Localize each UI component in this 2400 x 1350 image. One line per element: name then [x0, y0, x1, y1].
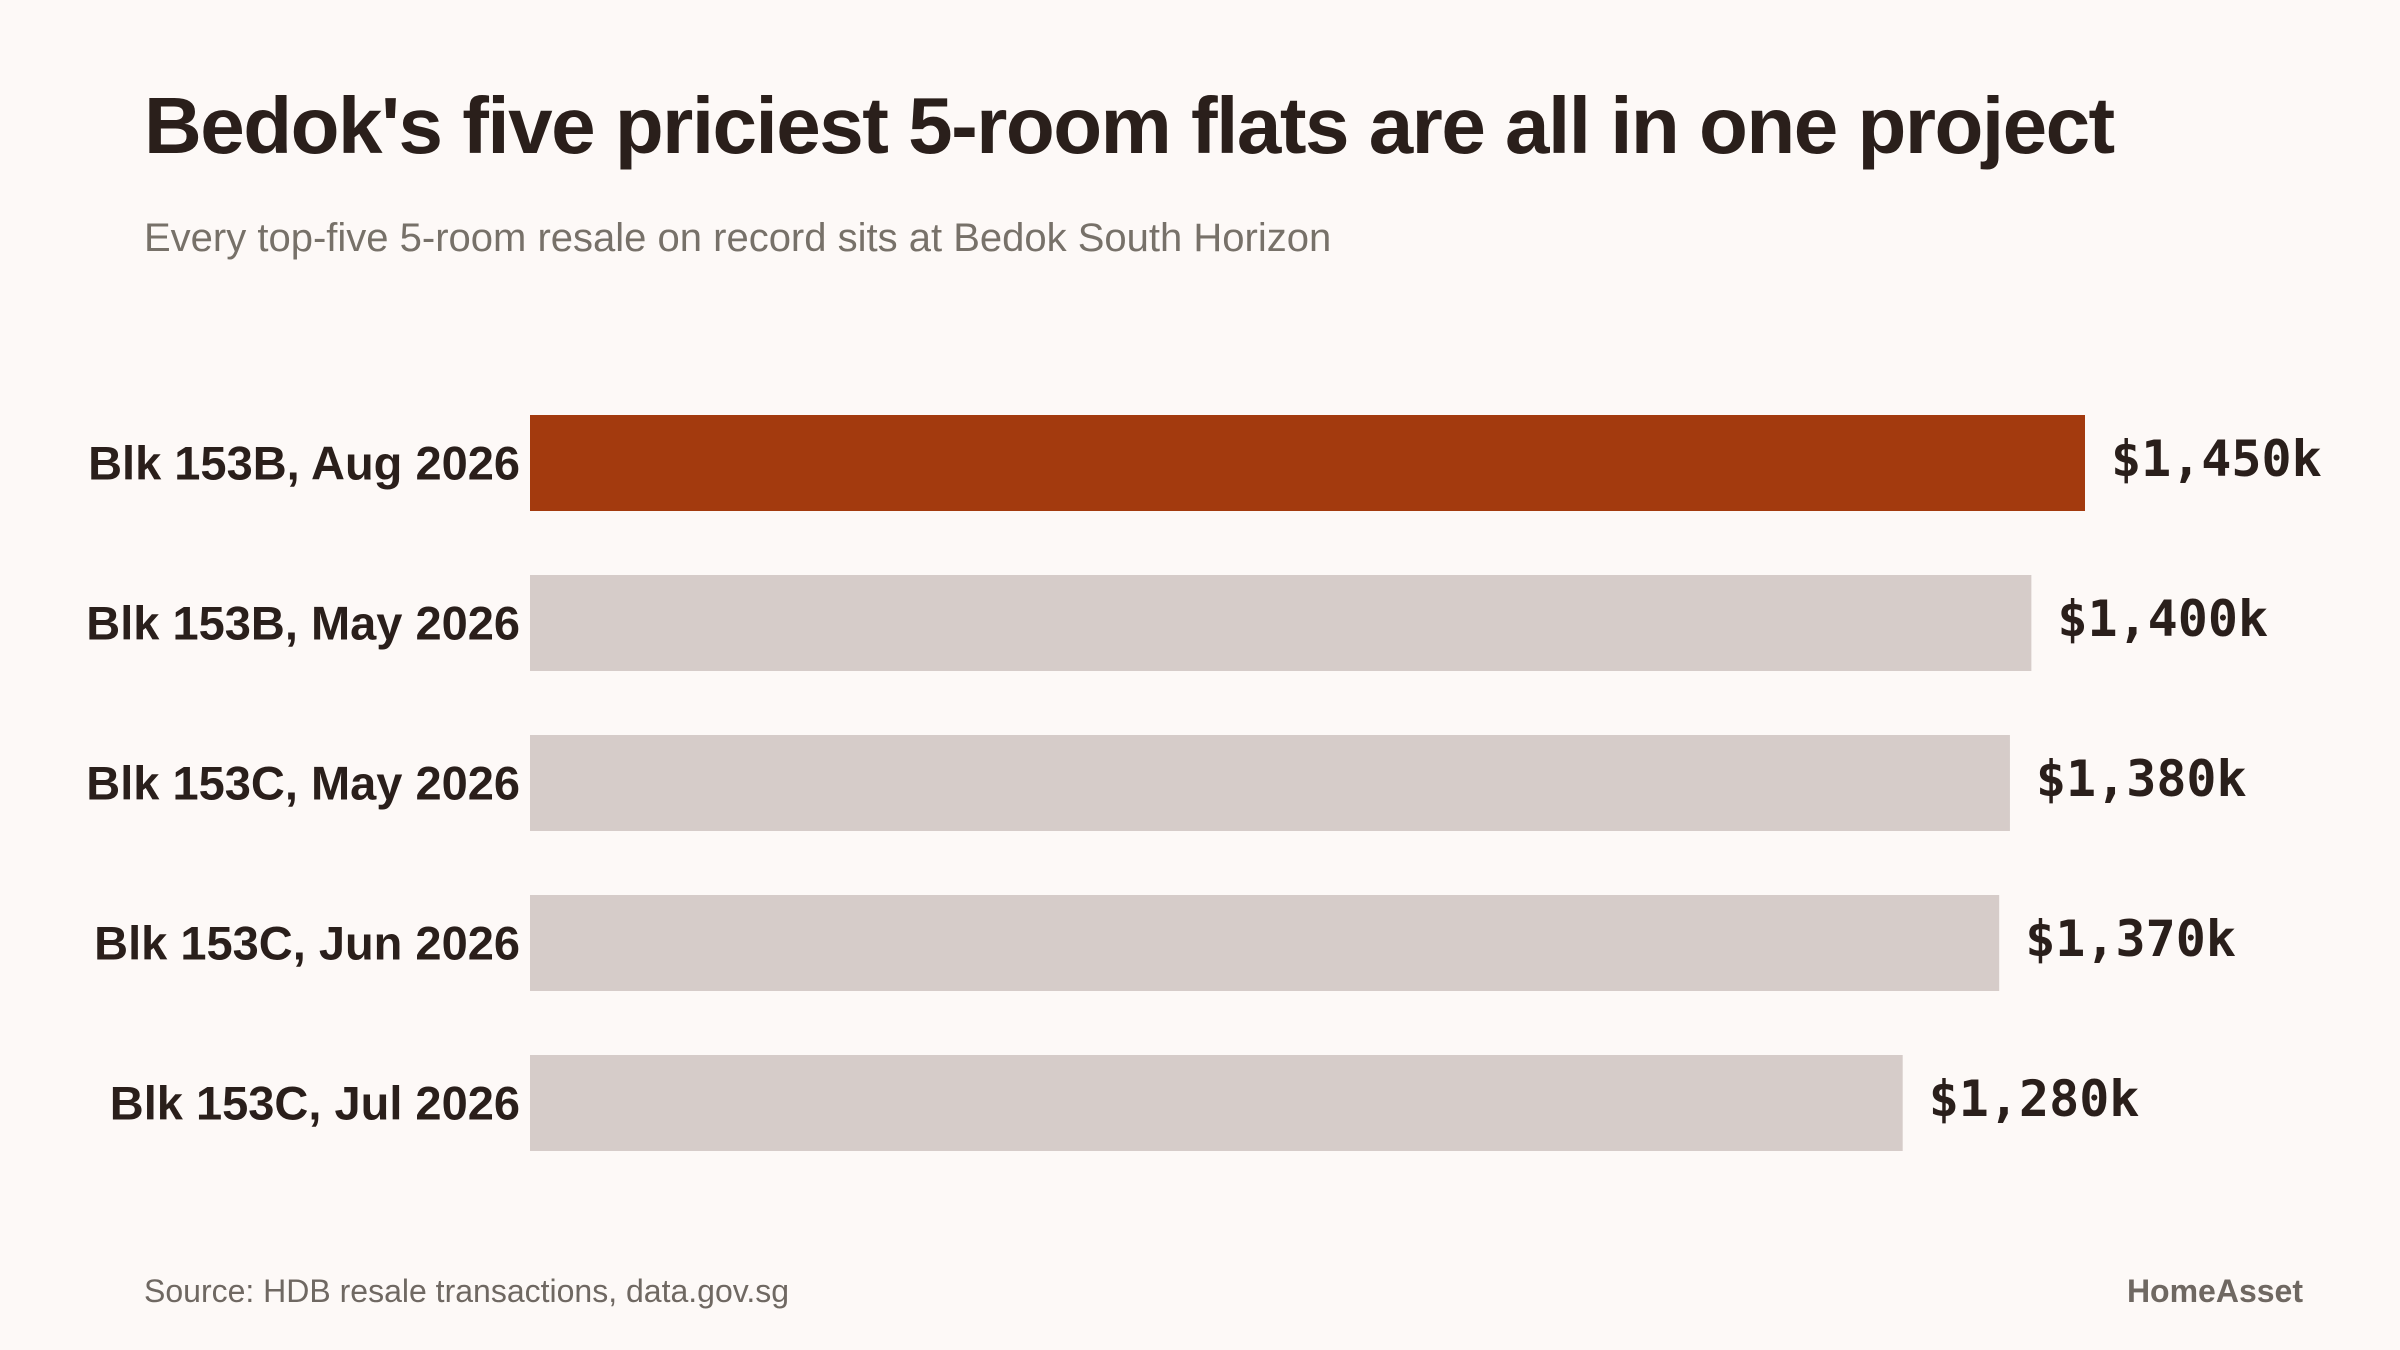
value-label: $1,450k [2111, 430, 2322, 488]
category-label: Blk 153B, Aug 2026 [88, 437, 520, 490]
bar [530, 575, 2032, 671]
category-label: Blk 153C, May 2026 [86, 757, 520, 810]
value-label: $1,280k [1929, 1070, 2140, 1128]
bar-group: Blk 153B, Aug 2026 $1,450k [88, 415, 2322, 511]
chart-subtitle: Every top-five 5-room resale on record s… [144, 216, 1332, 260]
category-label: Blk 153C, Jun 2026 [94, 917, 520, 970]
source-note: Source: HDB resale transactions, data.go… [144, 1273, 790, 1309]
bar-group: Blk 153C, May 2026 $1,380k [86, 735, 2247, 831]
chart-title: Bedok's five priciest 5-room flats are a… [144, 81, 2115, 170]
category-label: Blk 153B, May 2026 [86, 597, 520, 650]
category-label: Blk 153C, Jul 2026 [110, 1077, 520, 1130]
bar-group: Blk 153C, Jun 2026 $1,370k [94, 895, 2236, 991]
bar-group: Blk 153C, Jul 2026 $1,280k [110, 1055, 2140, 1151]
bar-group: Blk 153B, May 2026 $1,400k [86, 575, 2268, 671]
bar-chart: Blk 153B, Aug 2026 $1,450k Blk 153B, May 2… [86, 415, 2322, 1151]
value-label: $1,380k [2036, 750, 2247, 808]
value-label: $1,400k [2057, 590, 2268, 648]
bar [530, 735, 2010, 831]
brand-logo: HomeAsset [2126, 1273, 2303, 1309]
bar-highlight [530, 415, 2085, 511]
bar [530, 1055, 1903, 1151]
bar [530, 895, 2000, 991]
value-label: $1,370k [2025, 910, 2236, 968]
